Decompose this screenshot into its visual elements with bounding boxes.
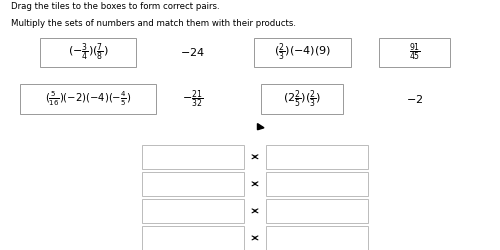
FancyBboxPatch shape xyxy=(40,38,136,67)
FancyBboxPatch shape xyxy=(142,226,244,250)
Polygon shape xyxy=(258,124,264,130)
FancyBboxPatch shape xyxy=(266,226,368,250)
FancyBboxPatch shape xyxy=(142,172,244,196)
Text: $-2$: $-2$ xyxy=(406,93,423,105)
FancyBboxPatch shape xyxy=(254,38,350,67)
Text: $(\frac{5}{16})(-2)(-4)(-\frac{4}{5})$: $(\frac{5}{16})(-2)(-4)(-\frac{4}{5})$ xyxy=(45,90,131,108)
FancyBboxPatch shape xyxy=(20,84,156,114)
FancyBboxPatch shape xyxy=(378,38,450,67)
FancyBboxPatch shape xyxy=(266,172,368,196)
Text: $-\frac{21}{32}$: $-\frac{21}{32}$ xyxy=(182,88,204,110)
FancyBboxPatch shape xyxy=(262,84,343,114)
FancyBboxPatch shape xyxy=(142,199,244,223)
FancyBboxPatch shape xyxy=(266,199,368,223)
FancyBboxPatch shape xyxy=(142,144,244,169)
Text: $(2\frac{2}{5})(\frac{2}{3})$: $(2\frac{2}{5})(\frac{2}{3})$ xyxy=(283,88,322,110)
Text: $\frac{91}{45}$: $\frac{91}{45}$ xyxy=(408,42,420,63)
Text: Drag the tiles to the boxes to form correct pairs.: Drag the tiles to the boxes to form corr… xyxy=(10,2,220,11)
FancyBboxPatch shape xyxy=(266,144,368,169)
Text: $(-\frac{3}{4})(\frac{7}{8})$: $(-\frac{3}{4})(\frac{7}{8})$ xyxy=(68,42,108,63)
Text: $-24$: $-24$ xyxy=(180,46,205,58)
Text: $(\frac{2}{3})(-4)(9)$: $(\frac{2}{3})(-4)(9)$ xyxy=(274,42,331,63)
Text: Multiply the sets of numbers and match them with their products.: Multiply the sets of numbers and match t… xyxy=(10,19,296,28)
